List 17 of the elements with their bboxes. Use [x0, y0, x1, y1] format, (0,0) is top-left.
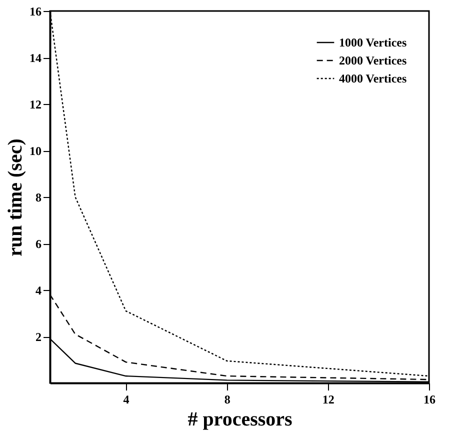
legend-label: 2000 Vertices [339, 54, 407, 68]
y-tick-label: 10 [30, 144, 42, 158]
y-axis-title: run time (sec) [4, 138, 26, 256]
y-tick-label: 16 [30, 4, 42, 18]
y-tick-label: 14 [30, 51, 42, 65]
y-tick-label: 12 [30, 98, 42, 112]
x-tick-label: 4 [123, 392, 130, 406]
y-tick-label: 6 [36, 237, 42, 251]
x-tick-label: 8 [224, 392, 230, 406]
x-axis-title: # processors [188, 408, 293, 430]
y-tick-label: 4 [36, 284, 42, 298]
x-tick-label: 16 [424, 392, 436, 406]
legend-label: 4000 Vertices [339, 72, 407, 86]
x-tick-label: 12 [322, 392, 334, 406]
y-tick-label: 2 [36, 330, 42, 344]
y-tick-label: 8 [36, 190, 42, 204]
legend-label: 1000 Vertices [339, 36, 407, 50]
